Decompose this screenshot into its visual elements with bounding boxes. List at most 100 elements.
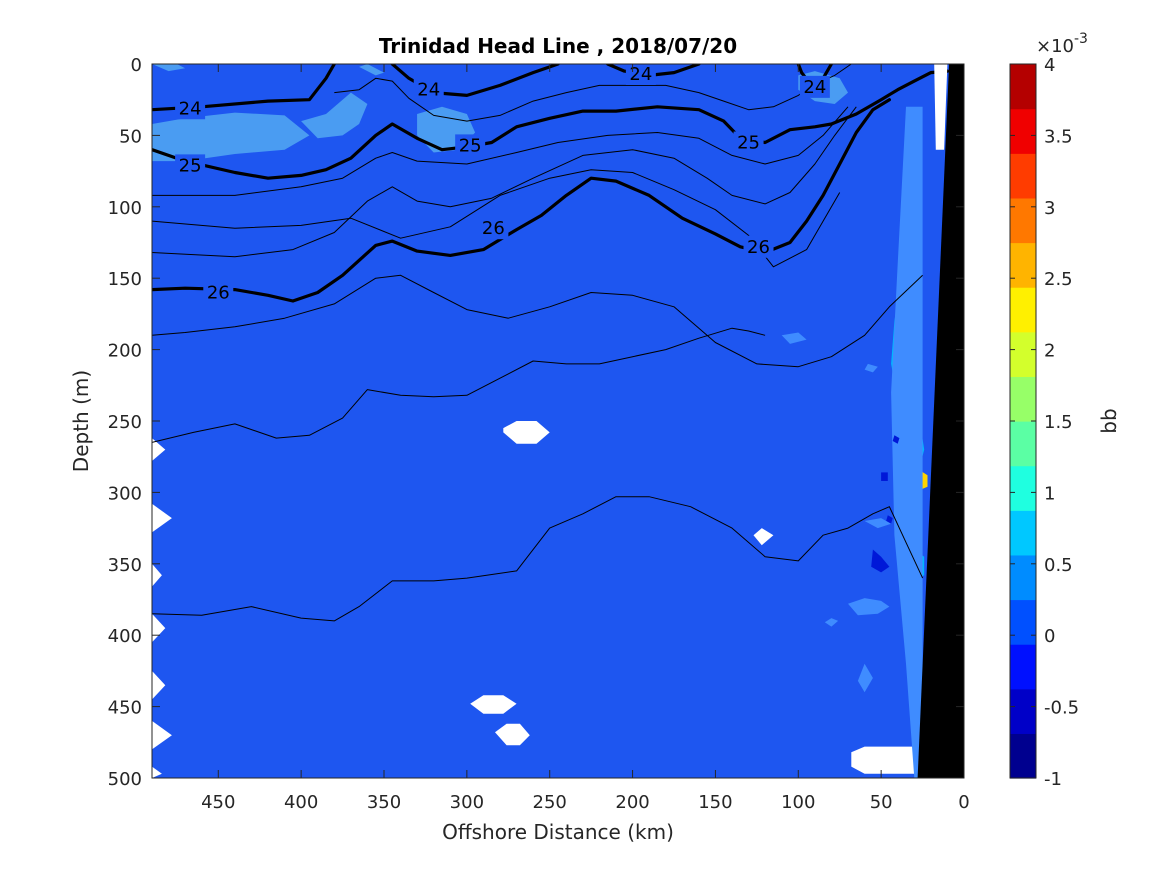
contour-label: 25 bbox=[179, 155, 202, 176]
colorbar-segment bbox=[1010, 242, 1036, 288]
density-contour-25 bbox=[152, 69, 950, 180]
colorbar-tick-label: 2.5 bbox=[1044, 269, 1073, 290]
y-axis-ticks: 0 50 100 150 200 250 300 350 400 450 500 bbox=[108, 55, 964, 790]
y-tick-label: 200 bbox=[108, 341, 142, 362]
colorbar-segment bbox=[1010, 688, 1036, 734]
no-data-gap bbox=[851, 746, 918, 774]
no-data-gap bbox=[152, 720, 172, 750]
light-patch bbox=[152, 64, 186, 72]
coastal-feature bbox=[864, 518, 892, 529]
colorbar-ticks: 4 3.5 3 2.5 2 1.5 1 0.5 0 -0.5 -1 bbox=[1010, 55, 1079, 790]
colorbar-segment bbox=[1010, 510, 1036, 556]
y-tick-label: 450 bbox=[108, 698, 142, 719]
colorbar-segment bbox=[1010, 599, 1036, 645]
contour-label: 24 bbox=[417, 80, 440, 101]
x-tick-label: 200 bbox=[615, 792, 649, 813]
colorbar-tick-label: -0.5 bbox=[1044, 698, 1079, 719]
plot-background bbox=[152, 64, 964, 778]
y-tick-label: 500 bbox=[108, 769, 142, 790]
colorbar-segment bbox=[1010, 376, 1036, 422]
x-tick-label: 300 bbox=[450, 792, 484, 813]
colorbar-segment bbox=[1010, 197, 1036, 244]
colorbar-tick-label: 3.5 bbox=[1044, 126, 1073, 147]
colorbar-segment bbox=[1010, 733, 1036, 779]
contour-label-background bbox=[175, 97, 206, 120]
colorbar-segment bbox=[1010, 331, 1036, 377]
x-tick-label: 250 bbox=[533, 792, 567, 813]
x-tick-label: 50 bbox=[870, 792, 893, 813]
colorbar-exponent-base: ×10 bbox=[1036, 36, 1074, 57]
x-tick-label: 400 bbox=[284, 792, 318, 813]
contour-label-background bbox=[733, 131, 764, 154]
colorbar-exponent: ×10-3 bbox=[1036, 31, 1088, 57]
light-patch bbox=[359, 64, 384, 76]
no-data-gap bbox=[152, 563, 162, 587]
coastal-feature bbox=[857, 663, 873, 693]
colorbar-segment bbox=[1010, 64, 1036, 110]
thin-contour bbox=[334, 64, 852, 122]
colorbar-tick-label: 1 bbox=[1044, 483, 1055, 504]
coastal-features bbox=[781, 106, 928, 778]
chart-title: Trinidad Head Line , 2018/07/20 bbox=[379, 34, 737, 58]
density-contour-26 bbox=[152, 98, 892, 303]
coastal-feature bbox=[871, 549, 890, 573]
thin-contour bbox=[152, 274, 923, 368]
colorbar-segment bbox=[1010, 153, 1036, 199]
coastal-feature bbox=[886, 515, 893, 524]
coastal-feature bbox=[848, 598, 890, 616]
x-tick-label: 150 bbox=[698, 792, 732, 813]
colorbar-segment bbox=[1010, 554, 1036, 601]
colorbar-tick-label: 4 bbox=[1044, 55, 1055, 76]
colorbar-segment bbox=[1010, 108, 1036, 154]
light-patch bbox=[152, 112, 310, 162]
white-gaps bbox=[152, 421, 918, 778]
contour-label: 24 bbox=[629, 64, 652, 85]
contour-label-background bbox=[455, 134, 486, 157]
colorbar-tick-label: 1.5 bbox=[1044, 412, 1073, 433]
coastal-feature bbox=[824, 618, 839, 627]
contour-label: 24 bbox=[803, 77, 826, 98]
coastal-feature bbox=[864, 363, 878, 373]
x-tick-label: 100 bbox=[781, 792, 815, 813]
thin-contour bbox=[152, 327, 766, 443]
colorbar-segment bbox=[1010, 287, 1036, 333]
x-axis-label: Offshore Distance (km) bbox=[442, 820, 674, 844]
contour-label: 26 bbox=[207, 282, 230, 303]
x-axis-ticks: 450 400 350 300 250 200 150 100 50 0 bbox=[201, 64, 970, 813]
no-data-gap bbox=[503, 421, 550, 444]
y-axis-label: Depth (m) bbox=[69, 370, 93, 472]
thin-contours bbox=[152, 64, 924, 622]
no-data-gap bbox=[152, 438, 166, 461]
no-data-gap bbox=[470, 695, 517, 714]
contour-label-background bbox=[743, 235, 774, 258]
y-tick-label: 300 bbox=[108, 483, 142, 504]
x-tick-label: 350 bbox=[367, 792, 401, 813]
no-data-gap bbox=[495, 723, 530, 746]
contour-label: 24 bbox=[179, 98, 202, 119]
contour-label-background bbox=[413, 78, 444, 101]
coastal-feature bbox=[881, 472, 888, 481]
contour-label: 25 bbox=[737, 133, 760, 154]
shelf-bathymetry bbox=[917, 64, 964, 778]
density-contour-24 bbox=[390, 64, 560, 98]
contour-label-background bbox=[478, 217, 509, 240]
density-contours: 24 24 24 24 25 25 25 26 26 26 bbox=[152, 64, 950, 304]
no-data-gap bbox=[152, 503, 172, 533]
colorbar-segment bbox=[1010, 421, 1036, 467]
contour-label-background bbox=[625, 64, 656, 85]
no-data-gap bbox=[152, 670, 166, 700]
colorbar-tick-label: 3 bbox=[1044, 198, 1055, 219]
x-tick-label: 450 bbox=[201, 792, 235, 813]
colorbar-label: bb bbox=[1097, 408, 1121, 433]
coastal-feature bbox=[891, 106, 923, 778]
contour-label-background bbox=[799, 75, 830, 98]
contour-label: 25 bbox=[459, 135, 482, 156]
contour-label: 26 bbox=[482, 218, 505, 239]
no-data-gap bbox=[753, 528, 774, 546]
coastal-feature bbox=[781, 332, 807, 344]
colorbar-tick-label: 2 bbox=[1044, 341, 1055, 362]
no-data-gap bbox=[152, 766, 162, 778]
y-tick-label: 0 bbox=[131, 55, 142, 76]
thin-contour bbox=[152, 106, 849, 196]
y-tick-label: 100 bbox=[108, 198, 142, 219]
